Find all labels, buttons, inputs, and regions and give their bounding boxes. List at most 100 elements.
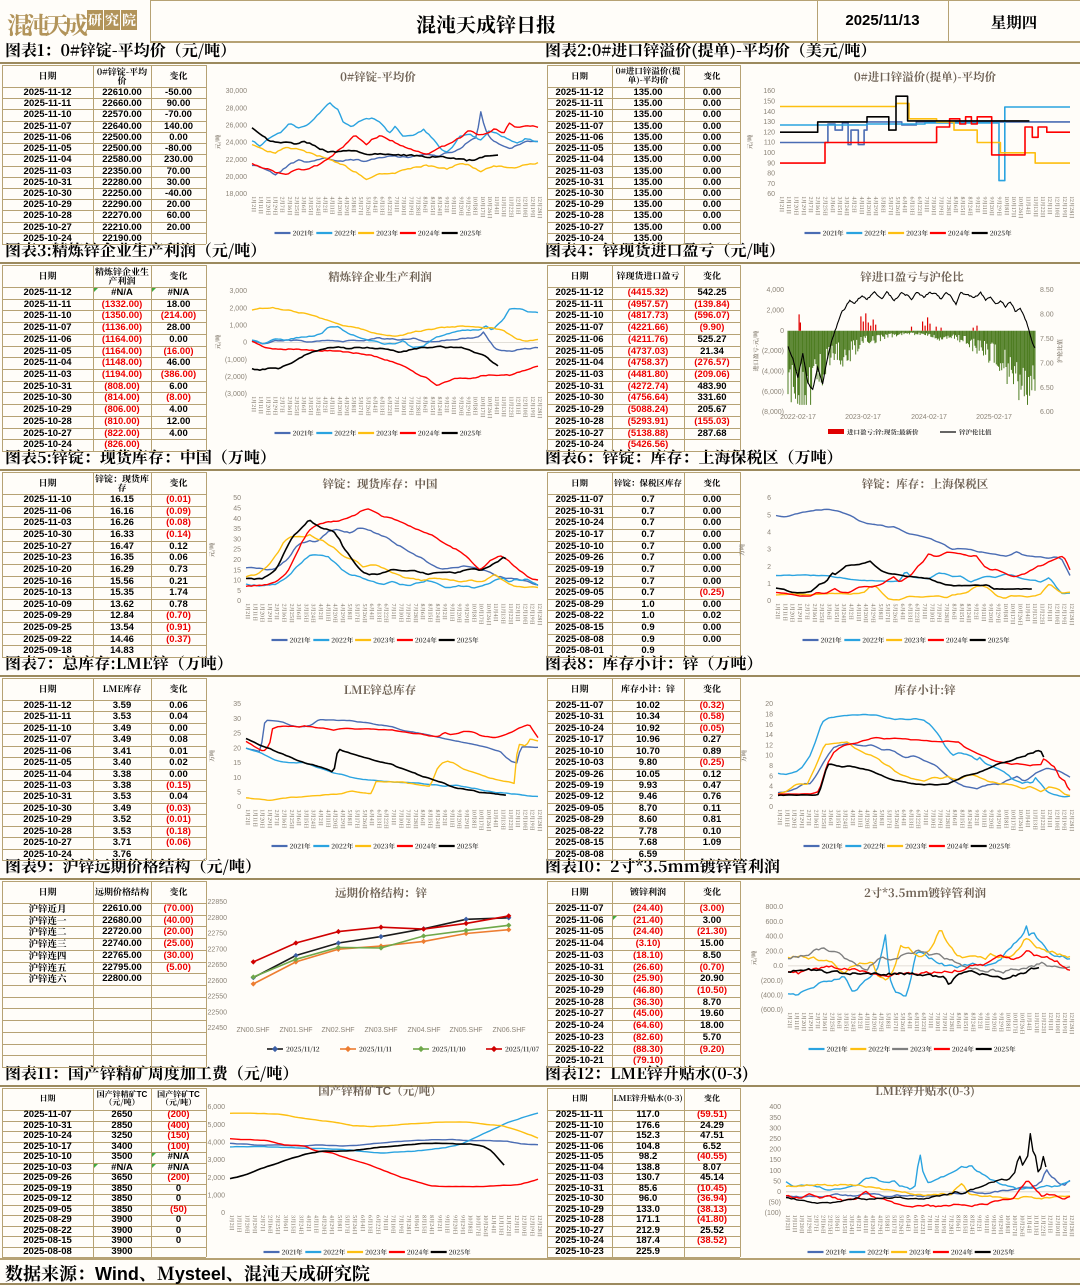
svg-text:(1,000): (1,000) [225, 357, 247, 364]
svg-text:4月29日: 4月29日 [339, 810, 346, 830]
svg-text:100: 100 [763, 150, 775, 157]
svg-text:11月22日: 11月22日 [1040, 1013, 1047, 1034]
svg-text:12月10日: 12月10日 [1053, 604, 1060, 625]
svg-text:11月13日: 11月13日 [500, 810, 507, 831]
svg-text:6月4日: 6月4日 [372, 397, 379, 414]
svg-text:ZN01.SHF: ZN01.SHF [279, 1027, 312, 1034]
svg-text:8月6日: 8月6日 [955, 1013, 962, 1030]
svg-text:1月11日: 1月11日 [785, 197, 792, 215]
svg-text:400: 400 [769, 1104, 781, 1111]
svg-text:4月11日: 4月11日 [856, 810, 863, 828]
svg-text:6月4日: 6月4日 [899, 604, 906, 621]
svg-text:2: 2 [769, 794, 773, 801]
svg-text:ZN02.SHF: ZN02.SHF [321, 1027, 354, 1034]
svg-text:2月25日: 2月25日 [274, 1215, 281, 1235]
svg-text:1,000: 1,000 [229, 323, 247, 330]
svg-text:7月1日: 7月1日 [921, 604, 928, 620]
svg-text:1月11日: 1月11日 [257, 397, 264, 415]
svg-text:0#进口锌溢价(提单)-平均价: 0#进口锌溢价(提单)-平均价 [854, 69, 997, 85]
svg-text:9月29日: 9月29日 [463, 810, 470, 830]
svg-text:1月2日: 1月2日 [786, 1013, 793, 1029]
svg-text:8月6日: 8月6日 [413, 1215, 420, 1232]
svg-text:9月20日: 9月20日 [457, 197, 464, 217]
svg-text:1月2日: 1月2日 [244, 604, 251, 620]
svg-text:1月29日: 1月29日 [805, 1215, 812, 1234]
svg-text:2月16日: 2月16日 [286, 397, 293, 416]
svg-text:ZN04.SHF: ZN04.SHF [407, 1027, 440, 1034]
svg-text:22550: 22550 [208, 994, 228, 1001]
svg-text:1月2日: 1月2日 [228, 1215, 235, 1231]
svg-text:9月29日: 9月29日 [996, 197, 1003, 217]
svg-text:7月19日: 7月19日 [940, 1215, 947, 1234]
svg-text:7月10日: 7月10日 [400, 397, 407, 416]
svg-text:2021年: 2021年 [293, 228, 315, 237]
svg-text:8月24日: 8月24日 [436, 197, 443, 217]
svg-text:2月16日: 2月16日 [820, 1215, 827, 1234]
svg-text:2025/11/12: 2025/11/12 [286, 1045, 320, 1054]
svg-text:7月1日: 7月1日 [927, 1013, 934, 1029]
svg-text:6月4日: 6月4日 [900, 810, 907, 827]
svg-text:7月19日: 7月19日 [936, 604, 943, 623]
svg-text:2月7日: 2月7日 [273, 604, 280, 621]
svg-text:2月25日: 2月25日 [288, 810, 295, 830]
svg-text:万吨: 万吨 [737, 544, 746, 556]
svg-text:5月8日: 5月8日 [883, 1215, 890, 1232]
svg-text:2023年: 2023年 [373, 841, 395, 850]
svg-text:5月26日: 5月26日 [364, 397, 371, 417]
svg-text:2月25日: 2月25日 [818, 604, 825, 624]
svg-text:140: 140 [763, 109, 775, 116]
svg-text:10: 10 [765, 753, 773, 760]
svg-text:10月8日: 10月8日 [472, 197, 479, 216]
svg-text:5: 5 [767, 512, 771, 519]
svg-text:3月6日: 3月6日 [282, 1215, 289, 1232]
svg-text:9月20日: 9月20日 [456, 810, 463, 830]
svg-text:4月2日: 4月2日 [857, 1013, 864, 1030]
svg-text:8月6日: 8月6日 [950, 604, 957, 621]
svg-text:2022年: 2022年 [862, 635, 884, 644]
svg-text:5月26日: 5月26日 [351, 1215, 358, 1235]
svg-text:3月24日: 3月24日 [840, 604, 847, 624]
svg-text:1月11日: 1月11日 [793, 1013, 800, 1031]
svg-text:100: 100 [769, 1168, 781, 1175]
svg-text:60: 60 [767, 191, 775, 198]
svg-text:12月28日: 12月28日 [1068, 1215, 1075, 1237]
svg-text:8月6日: 8月6日 [419, 604, 426, 621]
svg-text:6月13日: 6月13日 [906, 604, 913, 623]
svg-text:1月29日: 1月29日 [266, 810, 273, 829]
svg-text:8月6日: 8月6日 [951, 810, 958, 827]
svg-text:3月15日: 3月15日 [302, 810, 309, 829]
svg-text:1月2日: 1月2日 [776, 810, 783, 826]
svg-text:9月2日: 9月2日 [441, 604, 448, 621]
svg-text:1月29日: 1月29日 [266, 604, 273, 623]
svg-text:2024-02-17: 2024-02-17 [911, 414, 947, 421]
svg-text:2月25日: 2月25日 [827, 1215, 834, 1235]
svg-text:3,000: 3,000 [229, 288, 247, 295]
svg-text:远期价格结构：锌: 远期价格结构：锌 [335, 885, 427, 901]
svg-text:4月11日: 4月11日 [329, 197, 336, 215]
svg-text:6月4日: 6月4日 [372, 197, 379, 214]
svg-text:12月10日: 12月10日 [521, 604, 528, 625]
svg-text:9月11日: 9月11日 [980, 604, 987, 622]
svg-text:1月11日: 1月11日 [251, 810, 258, 828]
svg-text:进口盈亏:锌:现货:最新价: 进口盈亏:锌:现货:最新价 [847, 428, 919, 437]
svg-text:11月13日: 11月13日 [1033, 1013, 1040, 1034]
svg-text:7月19日: 7月19日 [397, 1215, 404, 1234]
svg-text:11月22日: 11月22日 [505, 1215, 512, 1236]
svg-text:7月28日: 7月28日 [412, 604, 419, 624]
svg-text:7月1日: 7月1日 [922, 810, 929, 826]
svg-text:4月29日: 4月29日 [328, 1215, 335, 1235]
svg-text:3月15日: 3月15日 [842, 1013, 849, 1032]
svg-text:2,000: 2,000 [766, 308, 784, 315]
svg-text:5月17日: 5月17日 [344, 1215, 351, 1234]
svg-text:6月4日: 6月4日 [368, 604, 375, 621]
svg-text:2,000: 2,000 [229, 305, 247, 312]
svg-text:0#锌锭-平均价: 0#锌锭-平均价 [340, 69, 416, 85]
svg-text:7月10日: 7月10日 [397, 810, 404, 829]
svg-text:4月11日: 4月11日 [855, 604, 862, 622]
svg-text:6月13日: 6月13日 [379, 197, 386, 216]
svg-text:1: 1 [767, 581, 771, 588]
svg-text:12月19日: 12月19日 [529, 197, 536, 218]
svg-text:22600: 22600 [208, 978, 228, 985]
svg-text:6月22日: 6月22日 [914, 604, 921, 624]
svg-text:11月4日: 11月4日 [1025, 1215, 1032, 1233]
